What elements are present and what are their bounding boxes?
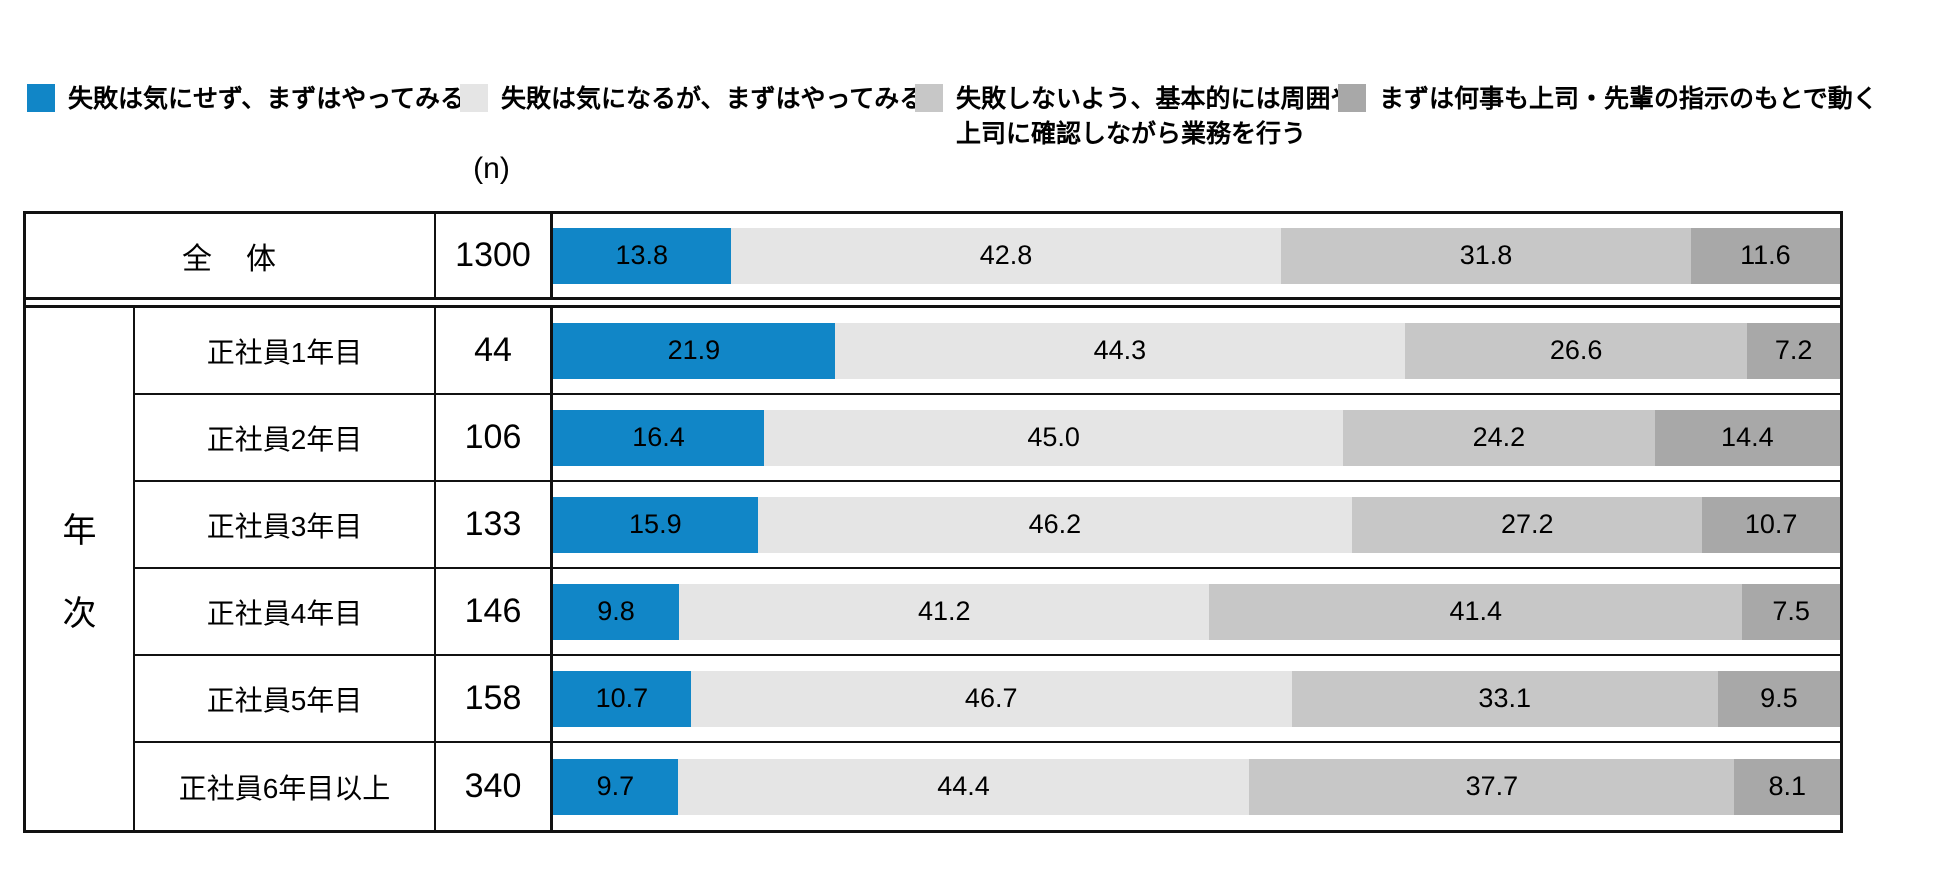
total-row-label: 全 体 <box>26 214 436 300</box>
bar-segment: 13.8 <box>553 227 731 284</box>
bar-segment: 45.0 <box>764 409 1344 466</box>
bar-segment: 42.8 <box>730 227 1282 284</box>
bar-segment: 9.8 <box>553 583 680 640</box>
row-bar: 9.8 41.2 41.4 7.5 <box>553 569 1840 656</box>
bar-segment: 10.7 <box>1702 496 1840 553</box>
row-n-value: 340 <box>436 743 553 830</box>
row-n-value: 44 <box>436 308 553 395</box>
bar-segment: 10.7 <box>553 670 691 727</box>
stacked-bar: 10.7 46.7 33.1 9.5 <box>553 670 1840 727</box>
legend-item: 失敗は気になるが、まずはやってみる <box>460 82 924 117</box>
legend-swatch-icon <box>915 84 943 112</box>
bar-segment: 15.9 <box>553 496 758 553</box>
legend-item: 失敗は気にせず、まずはやってみる <box>27 82 465 117</box>
bar-segment: 9.7 <box>553 758 678 815</box>
total-row-n-value: 1300 <box>436 214 553 300</box>
row-n-value: 133 <box>436 482 553 569</box>
row-bar: 9.7 44.4 37.7 8.1 <box>553 743 1840 830</box>
bar-segment: 46.2 <box>757 496 1353 553</box>
total-separator-line <box>26 300 1840 308</box>
bar-segment: 21.9 <box>553 322 835 379</box>
bar-segment: 41.4 <box>1209 583 1743 640</box>
bar-segment: 7.2 <box>1747 322 1840 379</box>
bar-segment: 27.2 <box>1352 496 1703 553</box>
row-n-value: 146 <box>436 569 553 656</box>
row-bar: 21.9 44.3 26.6 7.2 <box>553 308 1840 395</box>
bar-segment: 33.1 <box>1291 670 1718 727</box>
stacked-bar: 9.8 41.2 41.4 7.5 <box>553 583 1840 640</box>
stacked-bar: 21.9 44.3 26.6 7.2 <box>553 322 1840 379</box>
legend-item: 失敗しないよう、基本的には周囲や 上司に確認しながら業務を行う <box>915 82 1356 152</box>
bar-segment: 31.8 <box>1281 227 1691 284</box>
bar-segment: 37.7 <box>1249 758 1735 815</box>
row-n-value: 106 <box>436 395 553 482</box>
legend-label: 失敗は気にせず、まずはやってみる <box>68 85 466 113</box>
bar-segment: 9.5 <box>1717 670 1840 727</box>
stacked-bar: 13.8 42.8 31.8 11.6 <box>553 227 1840 284</box>
row-label: 正社員2年目 <box>135 395 436 482</box>
bar-segment: 11.6 <box>1690 227 1840 284</box>
total-row-bar: 13.8 42.8 31.8 11.6 <box>553 214 1840 300</box>
group-label-char: 年 <box>62 512 97 550</box>
row-label: 正社員4年目 <box>135 569 436 656</box>
bar-segment: 16.4 <box>553 409 765 466</box>
row-label: 正社員1年目 <box>135 308 436 395</box>
row-n-value: 158 <box>436 656 553 743</box>
row-label: 正社員5年目 <box>135 656 436 743</box>
bar-segment: 14.4 <box>1654 409 1840 466</box>
n-column-header: (n) <box>473 152 510 185</box>
bar-segment: 46.7 <box>690 670 1292 727</box>
bar-segment: 44.4 <box>677 758 1250 815</box>
chart-table: 全 体 1300 13.8 42.8 31.8 11.6 年次 正社員1年目 44 21.… <box>23 211 1843 833</box>
row-label: 正社員3年目 <box>135 482 436 569</box>
stacked-bar: 16.4 45.0 24.2 14.4 <box>553 409 1840 466</box>
bar-segment: 41.2 <box>679 583 1210 640</box>
row-label: 正社員6年目以上 <box>135 743 436 830</box>
bar-segment: 26.6 <box>1404 322 1748 379</box>
legend-label: まずは何事も上司・先輩の指示のもとで動く <box>1379 85 1878 113</box>
legend-item: まずは何事も上司・先輩の指示のもとで動く <box>1338 82 1878 117</box>
bar-segment: 24.2 <box>1343 409 1655 466</box>
bar-segment: 7.5 <box>1742 583 1840 640</box>
group-label-nenji: 年次 <box>26 308 135 830</box>
stacked-bar: 9.7 44.4 37.7 8.1 <box>553 758 1840 815</box>
row-bar: 15.9 46.2 27.2 10.7 <box>553 482 1840 569</box>
legend-swatch-icon <box>1338 84 1366 112</box>
legend-label: 失敗しないよう、基本的には周囲や 上司に確認しながら業務を行う <box>956 85 1356 148</box>
row-bar: 16.4 45.0 24.2 14.4 <box>553 395 1840 482</box>
legend-swatch-icon <box>27 84 55 112</box>
legend-swatch-icon <box>460 84 488 112</box>
stacked-bar: 15.9 46.2 27.2 10.7 <box>553 496 1840 553</box>
group-label-char: 次 <box>62 595 97 633</box>
row-bar: 10.7 46.7 33.1 9.5 <box>553 656 1840 743</box>
bar-segment: 8.1 <box>1734 758 1840 815</box>
legend-label: 失敗は気になるが、まずはやってみる <box>501 85 925 113</box>
bar-segment: 44.3 <box>834 322 1405 379</box>
